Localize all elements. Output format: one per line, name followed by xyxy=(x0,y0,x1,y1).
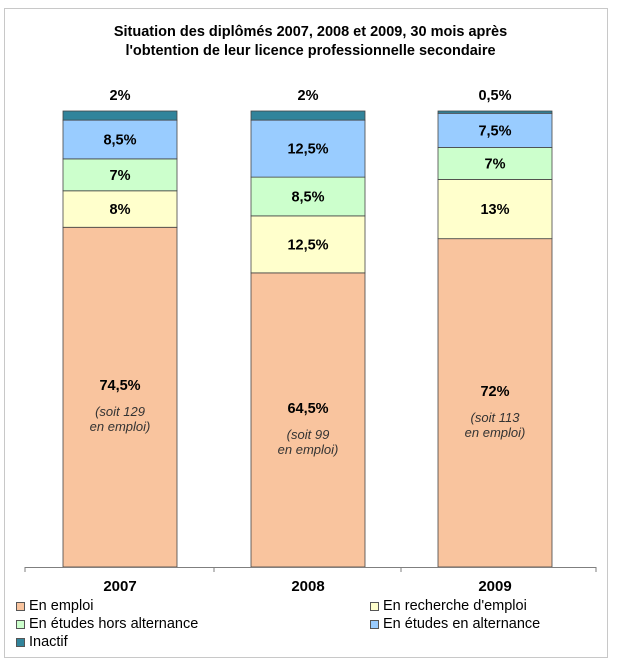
note-2007-line-1: (soit 129 xyxy=(95,404,145,419)
bar-2007-en-recherche-d-emploi xyxy=(62,190,178,228)
note-2009-line-1: (soit 113 xyxy=(471,410,521,425)
bar-2009-en-etudes-en-alternance xyxy=(437,112,553,148)
note-2009-line-2: en emploi) xyxy=(465,425,526,440)
legend-swatch-en-recherche xyxy=(370,601,379,611)
chart-title-line-2: l'obtention de leur licence professionne… xyxy=(125,43,496,59)
legend-item-etudes-en-alternance: En études en alternance xyxy=(370,616,540,632)
data-label-2007-en-etudes-en-alternance: 8,5% xyxy=(103,133,136,149)
data-label-2008-en-emploi: 64,5% xyxy=(287,401,328,417)
data-label-2009-inactif: 0,5% xyxy=(478,88,511,104)
chart-frame xyxy=(4,8,608,658)
legend-label-etudes-en-alternance: En études en alternance xyxy=(383,616,541,632)
data-label-2007-en-etudes-hors-alternance: 7% xyxy=(110,168,131,184)
bar-2008-en-etudes-hors-alternance xyxy=(250,176,366,217)
x-tick-label-2008: 2008 xyxy=(291,578,324,595)
legend-swatch-inactif xyxy=(16,637,25,647)
data-label-2007-inactif: 2% xyxy=(110,88,131,104)
legend-label-en-recherche: En recherche d'emploi xyxy=(383,598,527,614)
chart-title-line-1: Situation des diplômés 2007, 2008 et 200… xyxy=(113,24,508,40)
x-tick-label-2009: 2009 xyxy=(478,578,511,595)
bar-2007-en-etudes-hors-alternance xyxy=(62,158,178,192)
bar-2007-inactif xyxy=(62,110,178,121)
bar-2009-inactif xyxy=(437,110,553,114)
legend-item-en-emploi: En emploi xyxy=(16,598,93,614)
data-label-2007-en-recherche-d-emploi: 8% xyxy=(110,202,131,218)
data-label-2008-en-etudes-en-alternance: 12,5% xyxy=(287,142,328,158)
bar-2008-en-recherche-d-emploi xyxy=(250,215,366,274)
data-label-2008-inactif: 2% xyxy=(298,88,319,104)
x-tick-label-2007: 2007 xyxy=(103,578,136,595)
bar-2008-en-etudes-en-alternance xyxy=(250,119,366,178)
legend-swatch-etudes-en-alternance xyxy=(370,619,379,629)
bar-2007-en-etudes-en-alternance xyxy=(62,119,178,160)
bar-2009-en-recherche-d-emploi xyxy=(437,178,553,240)
data-label-2009-en-recherche-d-emploi: 13% xyxy=(480,202,509,218)
legend-swatch-etudes-hors-alternance xyxy=(16,619,25,629)
legend-label-inactif: Inactif xyxy=(29,634,68,650)
legend-label-en-emploi: En emploi xyxy=(29,598,94,614)
note-2008-line-2: en emploi) xyxy=(278,442,339,457)
bar-2008-en-emploi xyxy=(250,272,366,568)
legend-item-etudes-hors-alternance: En études hors alternance xyxy=(16,616,198,632)
legend-item-en-recherche: En recherche d'emploi xyxy=(370,598,527,614)
note-2007-line-2: en emploi) xyxy=(90,419,151,434)
data-label-2007-en-emploi: 74,5% xyxy=(99,378,140,394)
bar-2009-en-emploi xyxy=(437,238,553,568)
note-2008-line-1: (soit 99 xyxy=(287,427,330,442)
data-label-2009-en-etudes-en-alternance: 7,5% xyxy=(478,123,511,139)
bar-2008-inactif xyxy=(250,110,366,121)
data-label-2008-en-etudes-hors-alternance: 8,5% xyxy=(291,190,324,206)
data-label-2009-en-emploi: 72% xyxy=(480,384,509,400)
data-label-2009-en-etudes-hors-alternance: 7% xyxy=(485,156,506,172)
legend-swatch-en-emploi xyxy=(16,601,25,611)
data-label-2008-en-recherche-d-emploi: 12,5% xyxy=(287,237,328,253)
bar-2007-en-emploi xyxy=(62,226,178,568)
legend-label-etudes-hors-alternance: En études hors alternance xyxy=(29,616,199,632)
legend-item-inactif: Inactif xyxy=(16,634,68,650)
